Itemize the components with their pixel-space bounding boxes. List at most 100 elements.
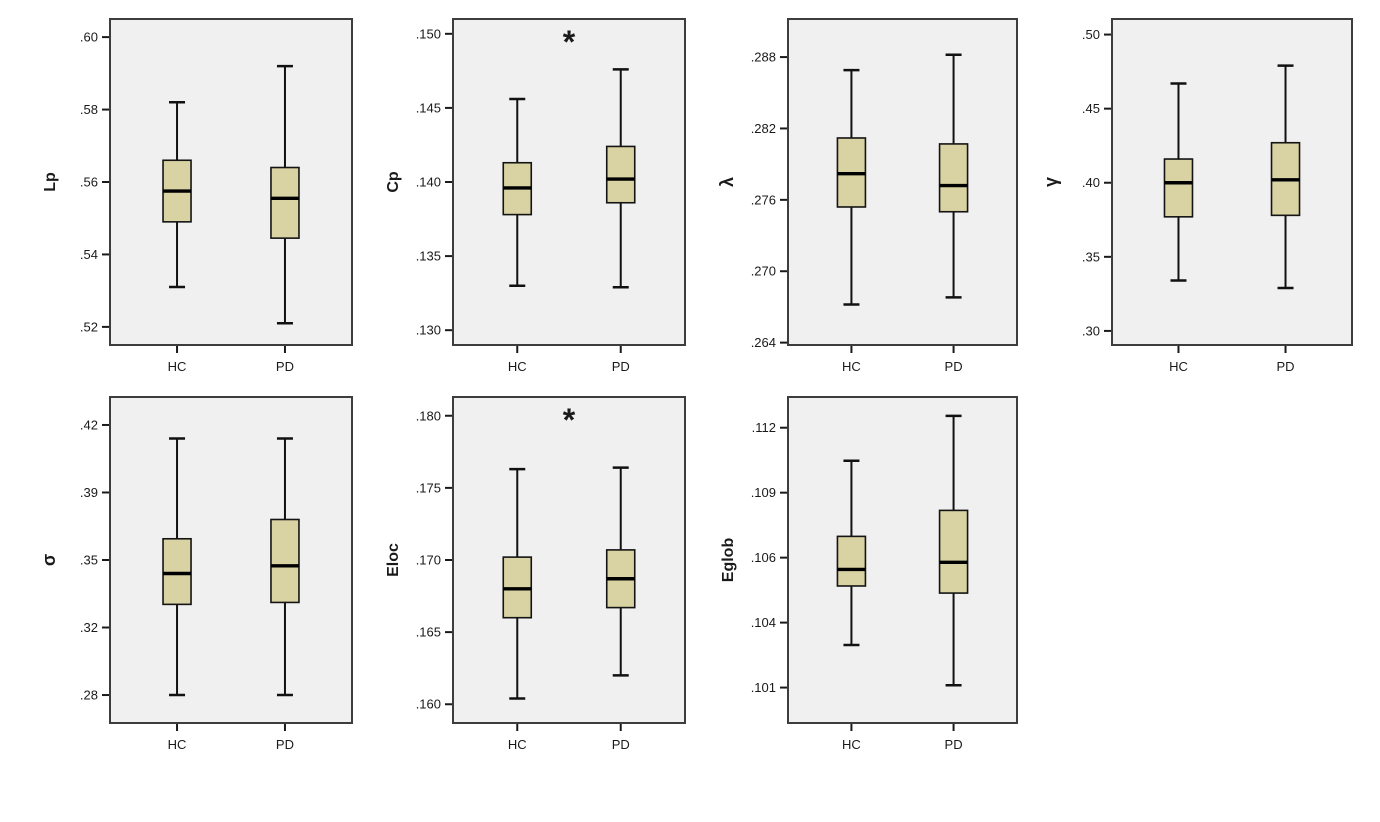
x-tick-label-PD: PD (276, 359, 294, 374)
y-tick-label: .175 (416, 480, 441, 495)
y-tick-label: .58 (80, 102, 98, 117)
boxplot-svg-sigma: .28 .32 .35 .39 .42 σ HC PD (39, 396, 353, 752)
box-lp-PD (270, 64, 300, 325)
y-tick-label: .112 (752, 420, 776, 435)
significance-asterisk-eloc: * (563, 402, 576, 438)
y-tick-label: .135 (416, 249, 441, 264)
y-axis-title-eloc: Eloc (385, 543, 402, 577)
y-axis-title-lambda: λ (717, 177, 737, 187)
x-tick-label-HC: HC (508, 737, 527, 752)
y-tick-label: .160 (416, 697, 441, 712)
iqr-box (162, 537, 192, 606)
box-gamma-PD (1270, 64, 1301, 290)
x-tick-label-PD: PD (1276, 359, 1294, 374)
y-tick-label: .35 (80, 553, 98, 568)
x-tick-label-PD: PD (945, 737, 963, 752)
boxplot-panel-eloc: .160 .165 .170 .175 .180 Eloc * HC PD (360, 385, 700, 780)
y-tick-label: .28 (80, 688, 98, 703)
boxplot-panel-eglob: .101 .104 .106 .109 .112 Eglob HC PD (700, 385, 1040, 780)
y-tick-label: .282 (751, 121, 776, 136)
x-tick-label-HC: HC (1169, 359, 1188, 374)
boxplot-panel-cp: .130 .135 .140 .145 .150 Cp * HC PD (360, 0, 700, 385)
box-lambda-HC (836, 68, 867, 306)
plot-area-lambda (787, 18, 1018, 346)
box-sigma-PD (270, 437, 300, 697)
y-axis-lp: .52 .54 .56 .58 .60 (80, 30, 109, 334)
x-tick-label-HC: HC (168, 737, 187, 752)
x-tick-label-PD: PD (612, 737, 630, 752)
y-tick-label: .270 (751, 264, 776, 279)
plot-area-eloc (452, 396, 686, 724)
y-axis-eloc: .160 .165 .170 .175 .180 (416, 408, 452, 712)
boxplot-svg-eglob: .101 .104 .106 .109 .112 Eglob HC PD (720, 396, 1018, 752)
box-eloc-HC (502, 467, 533, 700)
y-axis-gamma: .30 .35 .40 .45 .50 (1082, 27, 1111, 338)
y-tick-label: .180 (416, 408, 441, 423)
boxplot-svg-cp: .130 .135 .140 .145 .150 Cp * HC PD (385, 18, 686, 374)
x-tick-label-PD: PD (945, 359, 963, 374)
box-eloc-PD (605, 466, 636, 677)
x-tick-label-PD: PD (276, 737, 294, 752)
box-lp-HC (162, 101, 192, 289)
x-tick-label-HC: HC (508, 359, 527, 374)
boxplot-panel-sigma: .28 .32 .35 .39 .42 σ HC PD (0, 385, 360, 780)
y-tick-label: .150 (416, 26, 441, 41)
box-lambda-PD (938, 53, 969, 299)
y-tick-label: .109 (751, 485, 776, 500)
iqr-box (270, 166, 300, 239)
x-tick-label-HC: HC (842, 737, 861, 752)
y-tick-label: .39 (80, 485, 98, 500)
boxplot-row-top: .52 .54 .56 .58 .60 Lp HC PD .130 .135 .140 .145 .15… (0, 0, 1380, 385)
y-tick-label: .56 (80, 175, 98, 190)
box-cp-HC (502, 97, 533, 287)
x-tick-label-HC: HC (168, 359, 187, 374)
significance-asterisk-cp: * (563, 24, 576, 60)
y-tick-label: .276 (751, 192, 776, 207)
y-tick-label: .288 (751, 50, 776, 65)
box-gamma-HC (1163, 82, 1194, 282)
boxplot-svg-eloc: .160 .165 .170 .175 .180 Eloc * HC PD (385, 396, 686, 752)
y-axis-title-eglob: Eglob (720, 538, 737, 583)
y-tick-label: .140 (416, 175, 441, 190)
y-axis-sigma: .28 .32 .35 .39 .42 (80, 417, 109, 703)
y-tick-label: .42 (80, 417, 98, 432)
y-tick-label: .60 (80, 30, 98, 45)
plot-area-lp (109, 18, 353, 346)
x-tick-label-PD: PD (612, 359, 630, 374)
y-axis-cp: .130 .135 .140 .145 .150 (416, 26, 452, 338)
y-tick-label: .264 (751, 335, 776, 350)
boxplot-svg-gamma: .30 .35 .40 .45 .50 γ HC PD (1041, 18, 1353, 374)
box-cp-PD (605, 68, 636, 289)
boxplot-svg-lp: .52 .54 .56 .58 .60 Lp HC PD (42, 18, 353, 374)
y-tick-label: .45 (1082, 101, 1100, 116)
boxplot-panel-gamma: .30 .35 .40 .45 .50 γ HC PD (1040, 0, 1380, 385)
x-tick-label-HC: HC (842, 359, 861, 374)
y-tick-label: .50 (1082, 27, 1100, 42)
y-tick-label: .101 (751, 680, 776, 695)
plot-area-cp (452, 18, 686, 346)
y-tick-label: .104 (751, 615, 776, 630)
y-tick-label: .145 (416, 100, 441, 115)
y-tick-label: .35 (1082, 249, 1100, 264)
plot-area-eglob (787, 396, 1018, 724)
y-tick-label: .130 (416, 323, 441, 338)
box-sigma-HC (162, 437, 192, 697)
box-eglob-PD (938, 414, 969, 687)
iqr-box (938, 509, 969, 594)
y-tick-label: .40 (1082, 175, 1100, 190)
y-tick-label: .32 (80, 620, 98, 635)
y-axis-lambda: .264 .270 .276 .282 .288 (751, 50, 787, 350)
y-tick-label: .170 (416, 553, 441, 568)
boxplot-svg-lambda: .264 .270 .276 .282 .288 λ HC PD (717, 18, 1018, 374)
y-tick-label: .165 (416, 625, 441, 640)
y-tick-label: .54 (80, 247, 98, 262)
iqr-box (1163, 158, 1194, 218)
y-axis-title-cp: Cp (385, 171, 402, 193)
box-eglob-HC (836, 459, 867, 647)
iqr-box (605, 145, 636, 204)
y-axis-title-sigma: σ (39, 554, 59, 566)
plot-area-sigma (109, 396, 353, 724)
y-tick-label: .30 (1082, 323, 1100, 338)
plot-area-gamma (1111, 18, 1353, 346)
